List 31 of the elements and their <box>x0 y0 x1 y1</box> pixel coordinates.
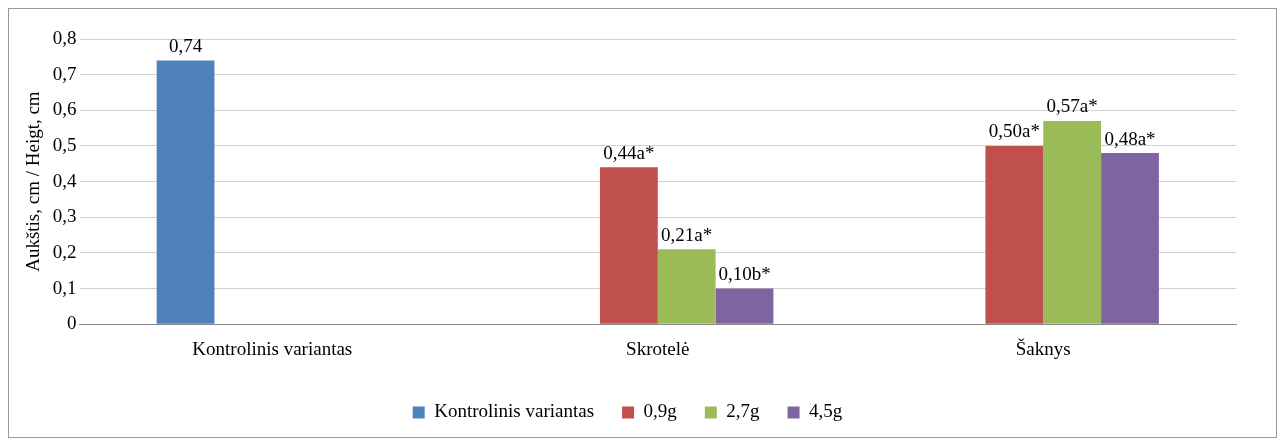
data-label: 0,44a* <box>603 141 655 163</box>
data-label: 0,50a* <box>988 120 1040 142</box>
y-tick-label: 0 <box>67 312 77 334</box>
bar <box>657 249 716 324</box>
x-tick-label: Šaknys <box>1015 337 1071 359</box>
y-tick-label: 0,4 <box>52 169 78 191</box>
data-label: 0,57a* <box>1046 95 1098 117</box>
bar <box>1101 153 1159 324</box>
y-tick-label: 0,6 <box>52 98 77 120</box>
bar <box>715 288 774 324</box>
y-tick-label: 0,7 <box>52 62 77 84</box>
bar <box>599 167 658 324</box>
y-tick-label: 0,2 <box>52 240 77 262</box>
y-tick-label: 0,1 <box>52 276 77 298</box>
legend-label: 0,9g <box>643 400 678 422</box>
data-label: 0,21a* <box>661 223 713 245</box>
bar <box>1043 121 1102 324</box>
data-label: 0,48a* <box>1104 127 1156 149</box>
y-axis-title: Aukštis, cm / Heigt, cm <box>22 91 44 272</box>
y-tick-label: 0,8 <box>52 26 77 48</box>
bar <box>985 145 1044 324</box>
y-tick-label: 0,3 <box>52 205 77 227</box>
legend-label: 2,7g <box>726 400 761 422</box>
data-label: 0,74 <box>168 34 203 56</box>
legend-label: Kontrolinis variantas <box>434 400 595 422</box>
x-tick-label: Skrotelė <box>626 337 690 359</box>
y-tick-label: 0,5 <box>52 133 77 155</box>
bar <box>156 60 215 324</box>
data-label: 0,10b* <box>718 263 771 285</box>
x-tick-label: Kontrolinis variantas <box>192 337 353 359</box>
legend-label: 4,5g <box>809 400 843 422</box>
